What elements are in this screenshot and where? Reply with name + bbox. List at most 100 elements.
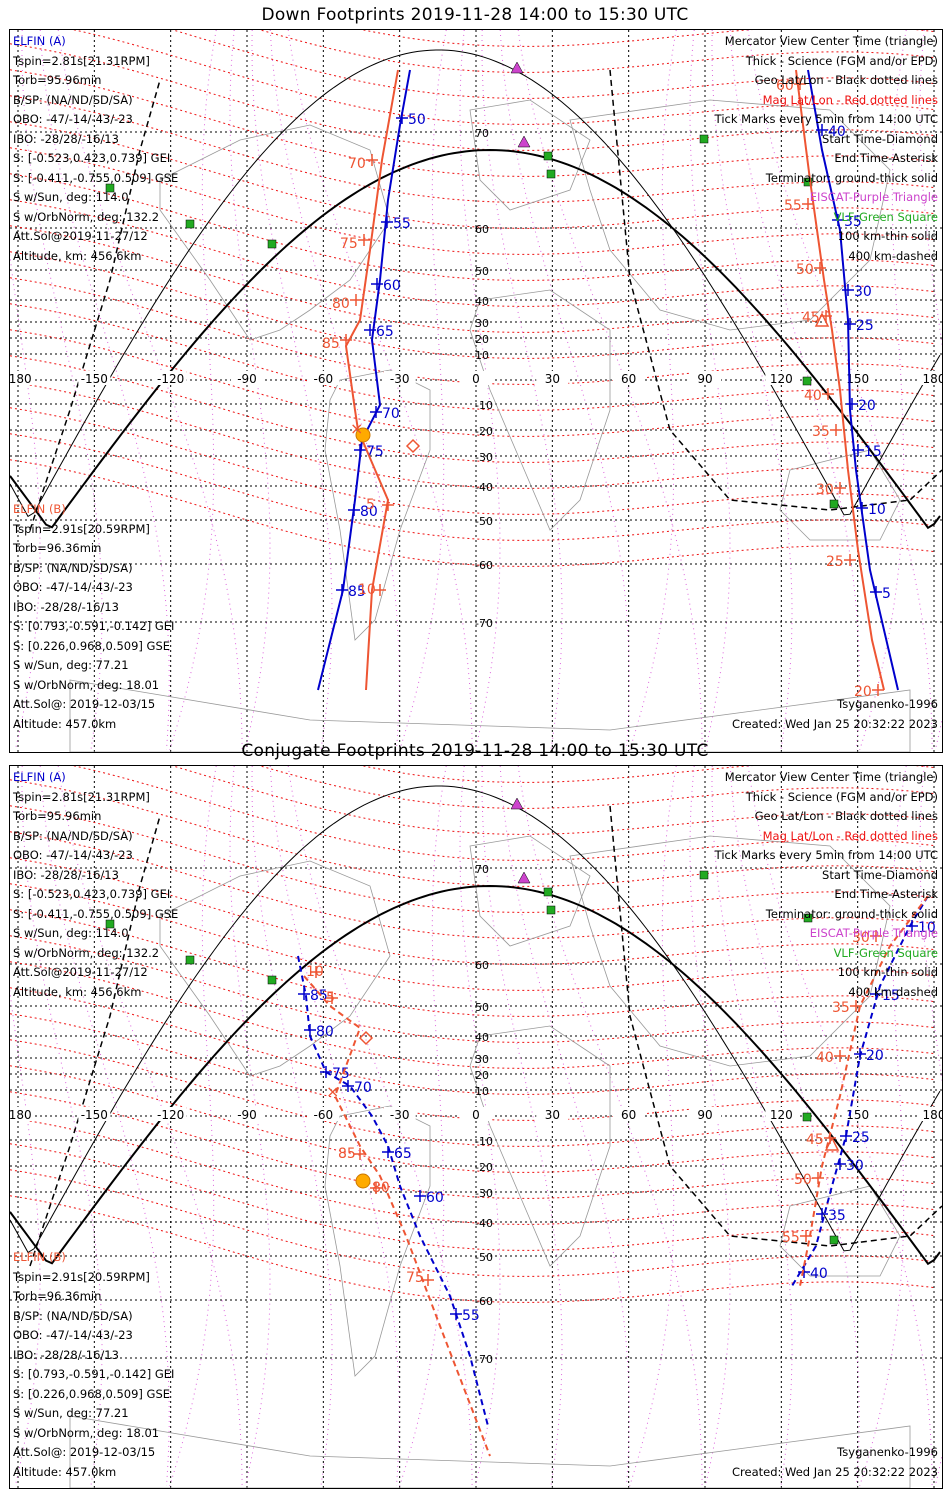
lat-label: -30 — [475, 451, 493, 464]
mag-lon-line — [859, 766, 907, 1487]
lon-label: -90 — [237, 1108, 257, 1122]
lon-label-bg — [689, 1107, 721, 1121]
mag-lon-line — [859, 30, 907, 751]
vlf-square-icon — [803, 177, 813, 187]
model-label: Tsyganenko-1996 — [837, 1445, 938, 1459]
view-center-triangle-icon — [814, 312, 830, 327]
lat-label: -10 — [475, 399, 493, 412]
lon-label: 60 — [621, 1108, 636, 1122]
lon-label-bg — [460, 371, 492, 385]
vlf-square-icon — [699, 134, 709, 144]
elfin-b-track-west — [344, 69, 399, 691]
vlf-square-icon — [802, 376, 812, 386]
mag-lat-line — [10, 407, 935, 515]
terminator-100km — [10, 49, 941, 518]
mag-lon-line — [229, 766, 271, 1487]
mag-lon-line — [251, 766, 333, 1487]
track-tick-label: 85 — [338, 1146, 356, 1162]
track-tick-label: 15 — [864, 444, 882, 460]
track-tick-label: 85 — [322, 336, 340, 352]
track-tick-label: 5 — [366, 497, 375, 513]
mag-lon-line — [499, 766, 630, 1487]
lat-label: -70 — [475, 617, 493, 630]
lat-label: -50 — [475, 515, 493, 528]
track-tick-label: 55 — [782, 1230, 800, 1246]
lat-label: 10 — [475, 349, 489, 362]
track-tick-label: 50 — [794, 1172, 812, 1188]
elfin-b-track-east — [795, 69, 885, 691]
continent-outline — [159, 860, 391, 1077]
map-canvas: -180 -150 -120 -90 -60 -30 0 30 60 90 120 150 180 70 6… — [10, 766, 942, 1488]
lon-label-bg — [10, 1107, 34, 1121]
lat-label: 40 — [475, 1031, 489, 1044]
track-tick-label: 45 — [806, 1132, 824, 1148]
lat-label: -40 — [475, 1217, 493, 1230]
lon-label: 180 — [923, 1108, 942, 1122]
vlf-square-icon — [267, 975, 277, 985]
vlf-square-icon — [829, 499, 839, 509]
track-tick-label: 10 — [868, 502, 886, 518]
mag-lon-line — [169, 766, 217, 1487]
mag-lon-line — [229, 30, 271, 751]
vlf-square-icon — [699, 870, 709, 880]
track-tick-label: 60 — [776, 78, 794, 94]
continent-outline — [324, 369, 431, 641]
lon-label-bg — [689, 371, 721, 385]
eiscat-triangle-icon — [510, 797, 524, 810]
lon-label-bg — [612, 371, 645, 385]
lon-label-bg — [383, 1107, 416, 1121]
vlf-square-icon — [543, 887, 553, 897]
track-tick-label: 40 — [828, 124, 846, 140]
mag-lon-line — [729, 30, 860, 751]
lon-label: 0 — [472, 372, 480, 386]
track-tick-label: 35 — [832, 1000, 850, 1016]
end-asterisk-icon: × — [350, 419, 363, 438]
mag-lon-line — [629, 766, 677, 1487]
vlf-square-icon — [185, 955, 195, 965]
lat-label: -60 — [475, 559, 493, 572]
map-panel-down: -180 -150 -120 -90 -60 -30 0 30 60 90 120 150 180 70 6… — [9, 29, 943, 753]
lat-label: 30 — [475, 1053, 489, 1066]
lat-label: 50 — [475, 265, 489, 278]
elfin-a-info: ELFIN (A) Tspin=2.81s[21.31RPM] Torb=95.… — [13, 34, 179, 263]
continent-outline — [324, 1105, 431, 1377]
lon-label-bg — [154, 371, 187, 385]
lon-label-bg — [536, 371, 569, 385]
track-tick-label: 20 — [854, 684, 872, 700]
track-tick-label: 25 — [826, 554, 844, 570]
track-tick-label: 40 — [816, 1050, 834, 1066]
elfin-a-label: ELFIN (A) — [13, 34, 66, 48]
continent-outline — [69, 1415, 911, 1488]
lat-label: 40 — [475, 295, 489, 308]
map-canvas: -180 -150 -120 -90 -60 -30 0 30 60 90 120 150 180 70 6… — [10, 30, 942, 752]
mag-lon-line — [711, 30, 793, 751]
lon-label-bg — [918, 1107, 942, 1121]
lon-label: -30 — [390, 1108, 410, 1122]
lon-label-bg — [536, 1107, 569, 1121]
track-tick-label: 30 — [854, 284, 872, 300]
mag-lon-line — [481, 766, 563, 1487]
lat-label: -50 — [475, 1251, 493, 1264]
lat-label: 20 — [475, 333, 489, 346]
vlf-square-icon — [546, 169, 556, 179]
sun-icon — [355, 1173, 371, 1189]
mag-lon-line — [689, 30, 731, 751]
mag-lon-line — [251, 30, 333, 751]
lon-label: 120 — [770, 372, 793, 386]
continent-outline — [469, 1025, 611, 1267]
lat-label: 20 — [475, 1069, 489, 1082]
terminator-400km — [29, 79, 161, 531]
lon-label-bg — [231, 371, 263, 385]
mag-lon-line — [169, 30, 217, 751]
lon-label-bg — [78, 371, 111, 385]
mag-lat-line — [10, 303, 935, 411]
track-tick-label: 50 — [796, 262, 814, 278]
track-tick-label: 15 — [882, 988, 900, 1004]
lon-label: -120 — [157, 372, 184, 386]
mag-lon-line — [481, 30, 563, 751]
lon-label-bg — [460, 1107, 492, 1121]
track-tick-label: 55 — [393, 216, 411, 232]
vlf-square-icon — [105, 919, 115, 929]
track-tick-label: 5 — [882, 586, 891, 602]
vlf-square-icon — [543, 151, 553, 161]
